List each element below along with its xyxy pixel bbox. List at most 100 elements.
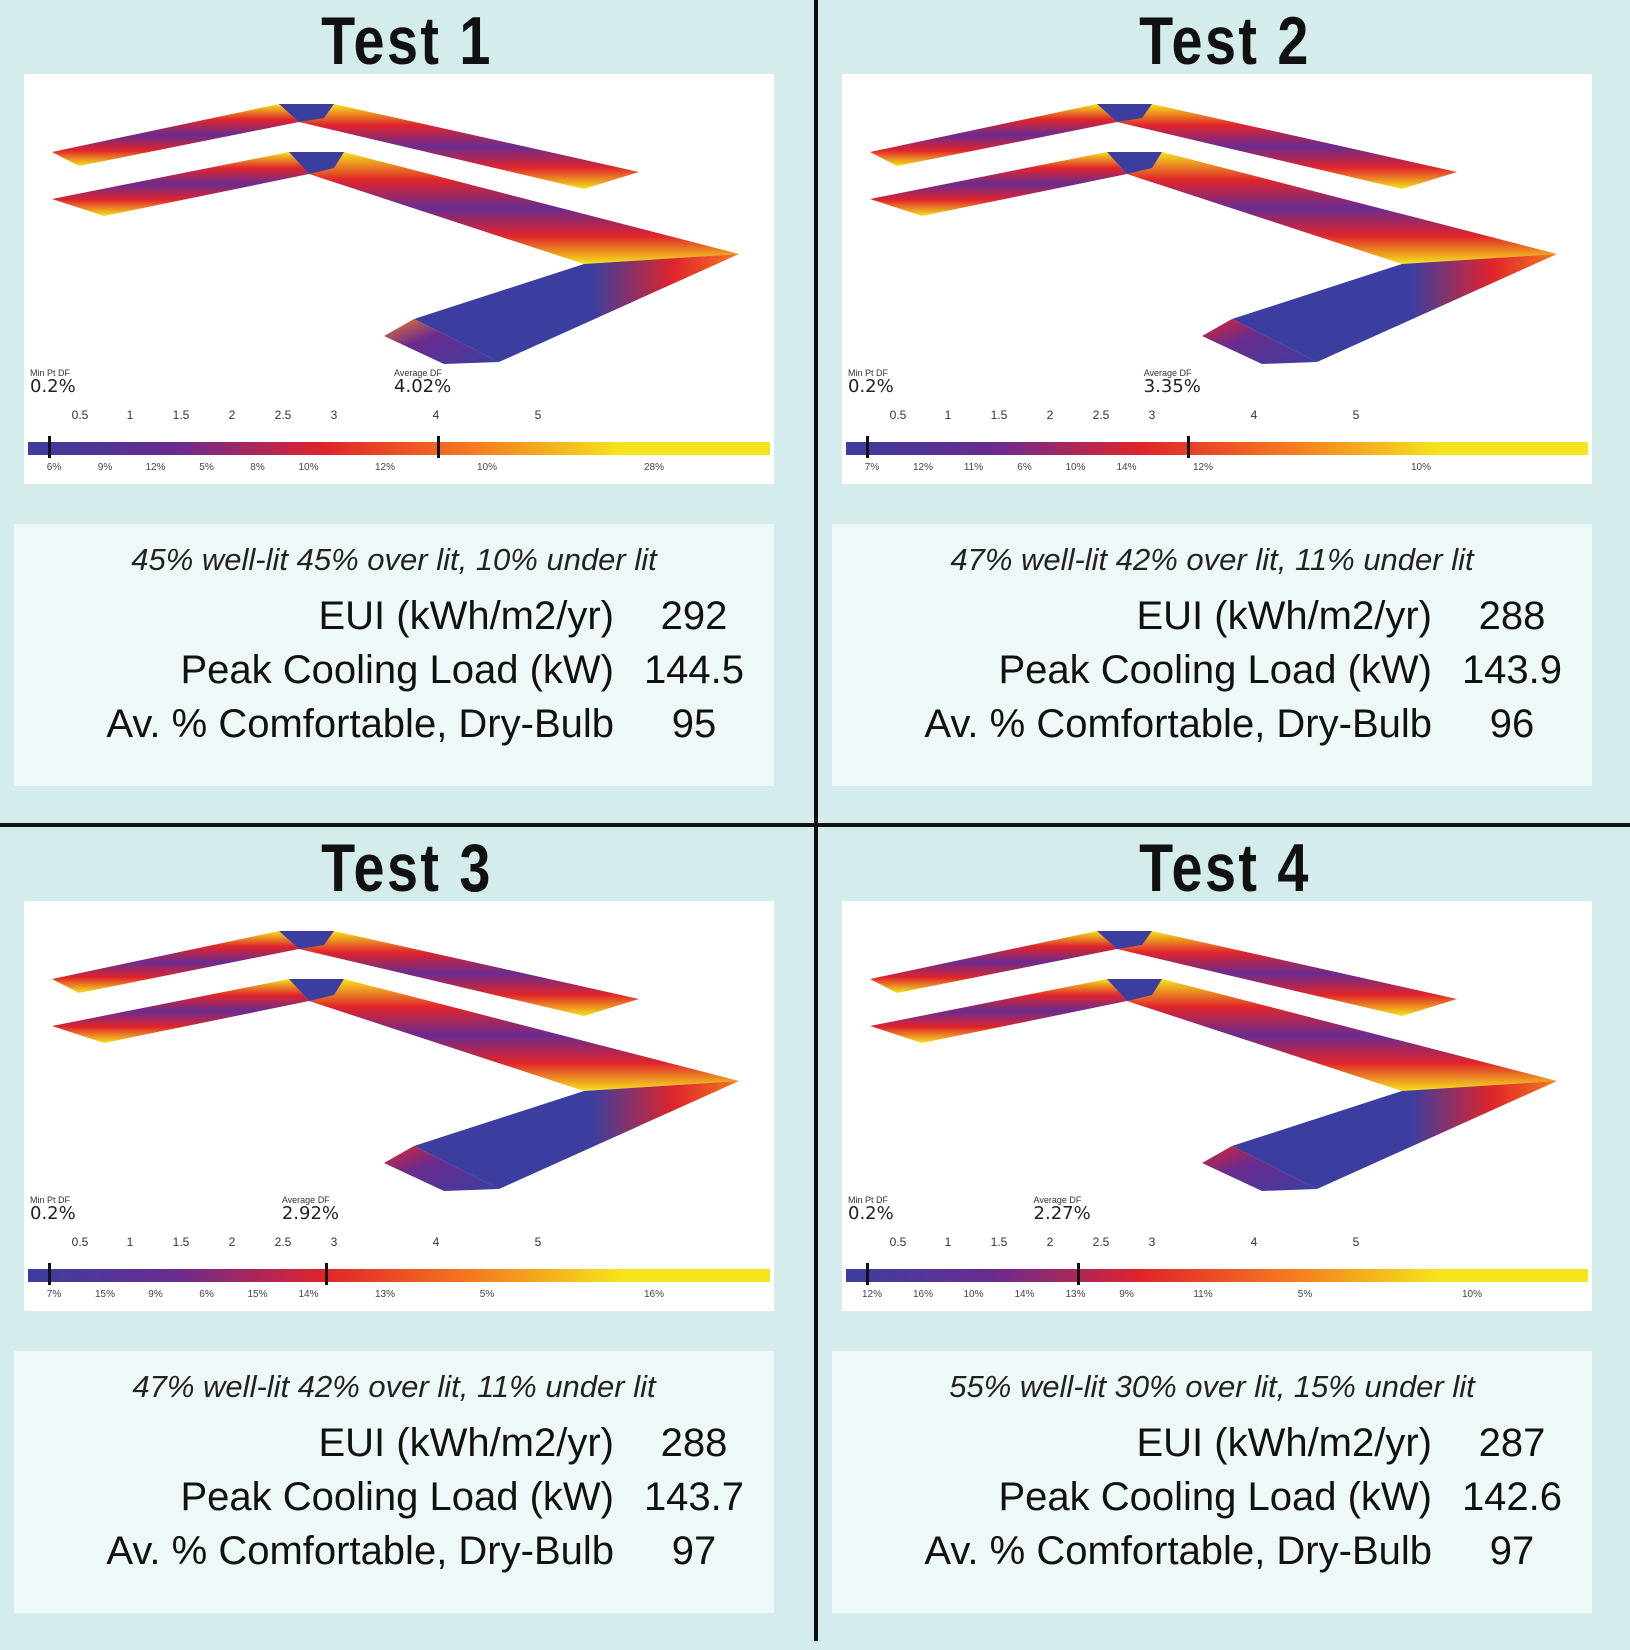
average-df-value: 3.35%	[1143, 376, 1201, 397]
comfort-row-label: Av. % Comfortable, Dry-Bulb	[106, 1529, 614, 1573]
upper-floor-core	[279, 931, 334, 949]
daylight-factor-floorplan	[52, 931, 739, 1191]
lower-floor-east-wing	[1107, 152, 1557, 264]
scale-tick-label: 0.5	[71, 408, 89, 422]
distribution-bin-percent: 11%	[963, 462, 984, 473]
scale-tick-label: 1	[944, 408, 952, 422]
upper-floor-east-wing	[279, 931, 639, 1016]
distribution-bin-percent: 12%	[1192, 462, 1214, 473]
test-quadrant: Test 3 Min Pt DF 0.2% Average DF 2.92% 0.5 1 1.…	[0, 827, 814, 1650]
average-df-label: Average DF	[394, 368, 442, 378]
distribution-bin-percent: 5%	[479, 1289, 495, 1300]
peak-cooling-row-label: Peak Cooling Load (kW)	[180, 648, 614, 692]
scale-tick-label: 0.5	[889, 1235, 907, 1249]
upper-floor-core	[1097, 104, 1152, 122]
scale-tick-label: 2.5	[274, 1235, 292, 1249]
min-df-value: 0.2%	[30, 1203, 76, 1224]
lower-floor-south-end	[1202, 319, 1317, 364]
scale-tick-label: 3	[1148, 1235, 1156, 1249]
peak-cooling-row: Peak Cooling Load (kW) 143.9	[832, 648, 1592, 702]
daylight-factor-scale-bar	[28, 1269, 770, 1282]
horizontal-divider	[0, 823, 1630, 827]
scale-tick-label: 3	[330, 408, 338, 422]
comfort-row-value: 97	[671, 1529, 717, 1573]
comfort-row-label: Av. % Comfortable, Dry-Bulb	[106, 702, 614, 746]
lower-floor-south-end	[384, 319, 499, 364]
scale-tick-label: 5	[534, 408, 542, 422]
scale-tick-label: 4	[432, 408, 440, 422]
scale-tick-label: 1	[944, 1235, 952, 1249]
distribution-bin-percent: 8%	[250, 462, 265, 473]
min-df-value: 0.2%	[848, 376, 894, 397]
eui-row-value: 292	[660, 594, 728, 638]
distribution-bin-percent: 10%	[1461, 1289, 1483, 1300]
min-df-marker	[865, 1263, 869, 1285]
eui-row-label: EUI (kWh/m2/yr)	[1136, 1421, 1432, 1465]
distribution-bin-percent: 10%	[1065, 462, 1086, 473]
scale-tick-label: 1.5	[172, 408, 190, 422]
comfort-row: Av. % Comfortable, Dry-Bulb 97	[832, 1529, 1592, 1583]
comfort-row: Av. % Comfortable, Dry-Bulb 96	[832, 702, 1592, 756]
daylight-heatmap-panel: Min Pt DF 0.2% Average DF 4.02% 0.5 1 1.5 2 2.5 3…	[24, 74, 774, 484]
scale-tick-label: 0.5	[889, 408, 907, 422]
scale-tick-label: 1.5	[990, 408, 1008, 422]
eui-row-value: 288	[1478, 594, 1546, 638]
scale-tick-label: 2.5	[1092, 408, 1110, 422]
upper-floor-west-wing	[52, 931, 299, 993]
peak-cooling-row-value: 143.9	[1461, 648, 1563, 692]
peak-cooling-row-label: Peak Cooling Load (kW)	[998, 1475, 1432, 1519]
min-df-value: 0.2%	[30, 376, 76, 397]
vertical-divider	[814, 0, 818, 1641]
min-df-label: Min Pt DF	[30, 1195, 71, 1205]
distribution-bin-percent: 6%	[1017, 462, 1032, 473]
scale-tick-label: 2	[228, 408, 236, 422]
distribution-bin-percent: 14%	[1014, 1289, 1035, 1300]
eui-row-label: EUI (kWh/m2/yr)	[1136, 594, 1432, 638]
comfort-row: Av. % Comfortable, Dry-Bulb 97	[14, 1529, 774, 1583]
distribution-bin-percent: 6%	[46, 462, 62, 473]
scale-tick-label: 3	[330, 1235, 338, 1249]
eui-row-value: 288	[660, 1421, 728, 1465]
distribution-bin-percent: 5%	[1297, 1289, 1313, 1300]
peak-cooling-row-value: 142.6	[1461, 1475, 1563, 1519]
comfort-row-label: Av. % Comfortable, Dry-Bulb	[924, 1529, 1432, 1573]
distribution-bin-percent: 7%	[46, 1289, 62, 1300]
eui-row: EUI (kWh/m2/yr) 287	[832, 1421, 1592, 1475]
test-title: Test 1	[321, 3, 493, 79]
upper-floor-west-wing	[870, 104, 1117, 166]
average-df-label: Average DF	[1033, 1195, 1082, 1205]
distribution-bin-percent: 10%	[963, 1289, 984, 1300]
distribution-bin-percent: 11%	[1193, 1289, 1213, 1300]
comfort-row-value: 97	[1489, 1529, 1535, 1573]
lower-floor-west-wing	[870, 979, 1127, 1043]
eui-row-label: EUI (kWh/m2/yr)	[318, 1421, 614, 1465]
lower-floor-south-wing	[414, 254, 739, 362]
min-df-label: Min Pt DF	[848, 1195, 889, 1205]
comfort-row-label: Av. % Comfortable, Dry-Bulb	[924, 702, 1432, 746]
lower-floor-core	[1107, 152, 1162, 174]
lower-floor-south-wing	[1232, 1081, 1557, 1189]
average-df-value: 2.27%	[1033, 1203, 1091, 1224]
distribution-bin-percent: 14%	[1116, 462, 1137, 473]
average-df-value: 2.92%	[281, 1203, 340, 1224]
lower-floor-south-end	[1202, 1146, 1317, 1191]
test-title: Test 2	[1139, 3, 1311, 79]
scale-tick-label: 3	[1148, 408, 1156, 422]
distribution-bin-percent: 12%	[374, 462, 396, 473]
min-df-value: 0.2%	[848, 1203, 894, 1224]
distribution-bin-percent: 15%	[94, 1289, 116, 1300]
test-title: Test 4	[1139, 830, 1311, 906]
average-df-marker	[1186, 436, 1190, 458]
lighting-summary: 47% well-lit 42% over lit, 11% under lit	[950, 542, 1474, 577]
daylight-factor-floorplan	[52, 104, 739, 364]
average-df-label: Average DF	[1143, 368, 1192, 378]
results-panel: 47% well-lit 42% over lit, 11% under lit…	[14, 1351, 774, 1613]
lighting-summary: 45% well-lit 45% over lit, 10% under lit	[131, 542, 657, 577]
scale-tick-label: 5	[1352, 1235, 1360, 1249]
distribution-bin-percent: 28%	[643, 462, 665, 473]
test-quadrant: Test 1 Min Pt DF 0.2% Average DF 4.02% 0.5 1 1.…	[0, 0, 814, 823]
distribution-bin-percent: 12%	[145, 462, 166, 473]
eui-row: EUI (kWh/m2/yr) 292	[14, 594, 774, 648]
average-df-label: Average DF	[281, 1195, 330, 1205]
average-df-marker	[437, 436, 441, 458]
